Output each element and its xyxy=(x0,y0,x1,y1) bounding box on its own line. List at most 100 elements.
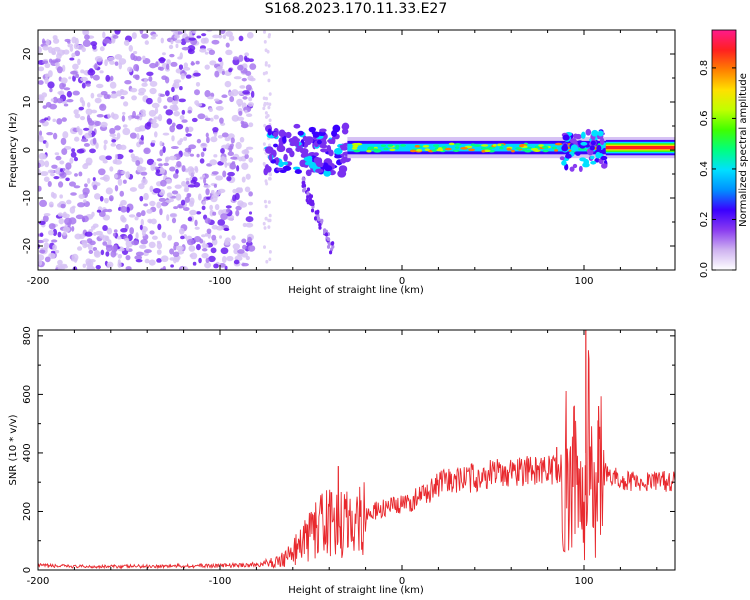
spectrogram-speckle xyxy=(194,226,200,230)
spectrogram-speckle xyxy=(135,232,139,240)
spectrogram-blob xyxy=(338,169,345,173)
spectrogram-speckle xyxy=(66,90,73,98)
spectrogram-speckle xyxy=(105,245,113,252)
spectrogram-blob xyxy=(481,149,486,153)
spectrogram-speckle xyxy=(114,30,121,35)
spectrogram-speckle xyxy=(244,186,251,193)
spectrogram-blob xyxy=(308,126,316,133)
spectrogram-blob xyxy=(387,144,394,147)
spectrogram-speckle xyxy=(238,110,243,116)
spectrogram-speckle xyxy=(126,206,130,213)
spectrogram-blob xyxy=(554,142,563,146)
spectrogram-blob xyxy=(278,129,286,138)
spectrogram-speckle xyxy=(220,148,225,154)
spectrogram-speckle xyxy=(52,132,58,140)
spectrogram-speckle xyxy=(169,53,175,58)
spectrogram-speckle xyxy=(205,257,210,263)
spectrogram-speckle xyxy=(128,115,132,121)
spectrogram-speckle xyxy=(114,184,119,192)
spectrogram-speckle xyxy=(144,249,152,254)
colorbar-gradient xyxy=(711,29,737,271)
spectrogram-speckle xyxy=(262,106,266,111)
spectrogram-speckle xyxy=(301,183,305,188)
spectrogram-speckle xyxy=(244,153,249,160)
spectrogram-blob xyxy=(366,147,372,151)
spectrogram-speckle xyxy=(157,223,162,231)
spectrogram-speckle xyxy=(178,98,186,103)
spectrogram-blob xyxy=(327,139,334,143)
spectrogram-speckle xyxy=(69,57,75,61)
spectrogram-speckle xyxy=(83,127,90,131)
spectrogram-speckle xyxy=(165,63,170,70)
spectrogram-blob xyxy=(264,164,270,172)
spectrogram-blob xyxy=(452,149,460,153)
spectrogram-speckle xyxy=(326,237,331,242)
spectrogram-speckle xyxy=(74,173,78,177)
spectrogram-speckle xyxy=(267,200,271,204)
spectrogram-speckle xyxy=(172,251,180,257)
spectrogram-speckle xyxy=(173,104,178,111)
spectrogram-speckle xyxy=(236,98,244,106)
spectrogram-speckle xyxy=(71,36,77,44)
spectrogram-speckle xyxy=(267,218,271,223)
spectrogram-speckle xyxy=(114,125,121,131)
spectrogram-speckle xyxy=(264,48,268,53)
y-tick-label: 200 xyxy=(22,502,33,521)
spectrogram-speckle xyxy=(161,201,169,207)
spectrogram-speckle xyxy=(316,210,320,215)
spectrogram-speckle xyxy=(106,94,111,100)
spectrogram-speckle xyxy=(131,156,138,163)
spectrogram-speckle xyxy=(221,144,229,150)
spectrogram-speckle xyxy=(70,70,78,75)
spectrogram-speckle xyxy=(162,52,166,56)
spectrogram-speckle xyxy=(76,148,85,154)
spectrogram-speckle xyxy=(309,194,314,199)
spectrogram-speckle xyxy=(124,79,132,85)
spectrogram-speckle xyxy=(220,247,229,255)
spectrogram-speckle xyxy=(264,96,268,101)
spectrogram-speckle xyxy=(195,60,200,65)
spectrogram-speckle xyxy=(262,96,266,101)
spectrogram-blob xyxy=(366,149,372,153)
spectrogram-speckle xyxy=(160,166,164,173)
spectrogram-blob xyxy=(515,147,522,150)
spectrogram-speckle xyxy=(135,160,141,166)
spectrogram-speckle xyxy=(81,100,86,107)
spectrogram-blob xyxy=(282,161,289,165)
spectrogram-speckle xyxy=(41,38,46,45)
x-tick-label: 100 xyxy=(574,276,593,287)
spectrogram-speckle xyxy=(125,240,134,248)
spectrogram-speckle xyxy=(202,201,207,205)
spectrogram-blob xyxy=(308,138,314,143)
spectrogram-speckle xyxy=(62,131,69,139)
spectrogram-speckle xyxy=(46,131,54,136)
spectrogram-speckle xyxy=(239,85,246,89)
spectrogram-speckle xyxy=(44,160,50,168)
spectrogram-speckle xyxy=(213,183,218,188)
spectrogram-blob xyxy=(409,149,417,153)
spectrogram-speckle xyxy=(241,162,249,170)
x-tick-label: 0 xyxy=(399,276,405,287)
spectrogram-speckle xyxy=(138,125,146,132)
spectrogram-speckle xyxy=(48,252,56,260)
spectrogram-speckle xyxy=(263,40,267,44)
spectrogram-speckle xyxy=(201,205,206,211)
spectrogram-speckle xyxy=(241,77,247,82)
spectrogram-speckle xyxy=(230,156,238,160)
spectrogram-speckle xyxy=(141,230,146,237)
spectrogram-speckle xyxy=(175,245,184,251)
spectrogram-blob xyxy=(293,166,301,170)
spectrogram-speckle xyxy=(245,173,251,180)
spectrogram-speckle xyxy=(196,243,201,251)
spectrogram-blob xyxy=(480,146,487,150)
spectrogram-speckle xyxy=(114,159,123,165)
spectrogram-speckle xyxy=(76,246,83,251)
spectrogram-speckle xyxy=(102,225,108,232)
figure-title: S168.2023.170.11.33.E27 xyxy=(264,1,448,17)
spectrogram-blob xyxy=(470,143,475,146)
spectrogram-speckle xyxy=(205,188,210,196)
spectrogram-speckle xyxy=(128,149,134,153)
spectrogram-speckle xyxy=(228,35,235,42)
spectrogram-speckle xyxy=(99,46,105,52)
spectrogram-speckle xyxy=(85,157,93,165)
